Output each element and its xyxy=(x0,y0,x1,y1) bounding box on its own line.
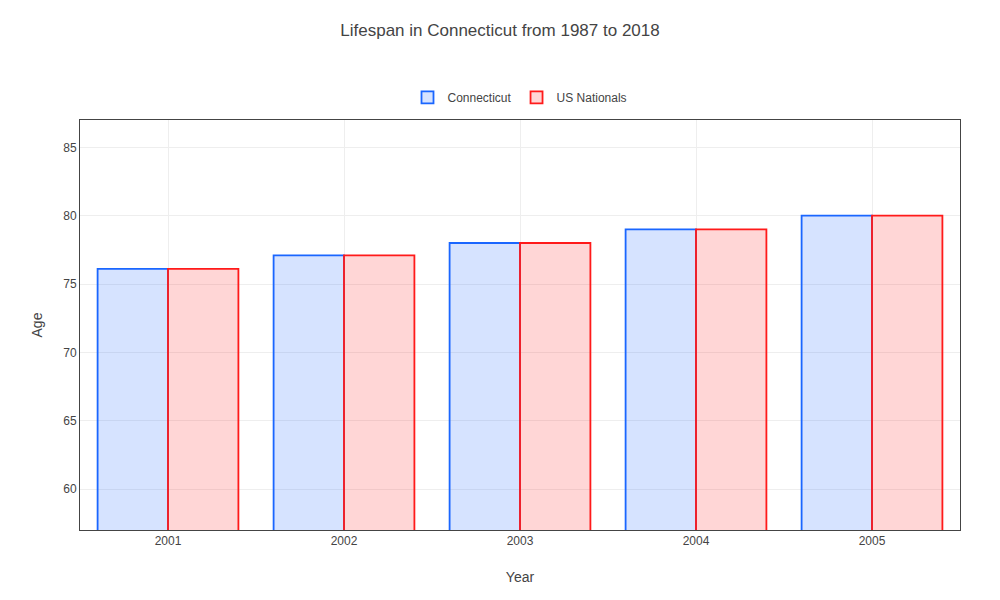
svg-text:Lifespan in Connecticut from 1: Lifespan in Connecticut from 1987 to 201… xyxy=(340,21,659,40)
svg-text:US Nationals: US Nationals xyxy=(557,91,627,105)
svg-text:2005: 2005 xyxy=(859,534,886,548)
svg-text:2001: 2001 xyxy=(155,534,182,548)
svg-text:75: 75 xyxy=(63,277,77,291)
svg-text:2004: 2004 xyxy=(683,534,710,548)
svg-text:2003: 2003 xyxy=(507,534,534,548)
svg-text:Connecticut: Connecticut xyxy=(448,91,512,105)
svg-text:80: 80 xyxy=(63,209,77,223)
svg-text:2002: 2002 xyxy=(331,534,358,548)
svg-text:Year: Year xyxy=(506,569,535,585)
svg-text:65: 65 xyxy=(63,414,77,428)
svg-text:70: 70 xyxy=(63,346,77,360)
svg-text:85: 85 xyxy=(63,141,77,155)
svg-text:60: 60 xyxy=(63,482,77,496)
svg-text:Age: Age xyxy=(29,312,45,337)
